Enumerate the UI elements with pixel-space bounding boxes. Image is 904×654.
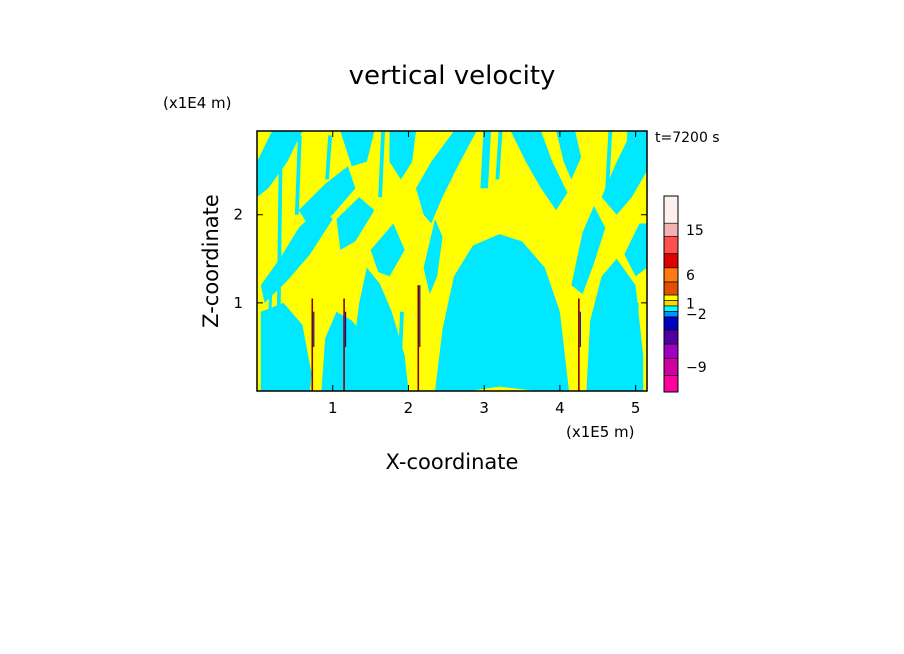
field-region xyxy=(423,219,443,295)
field-streak xyxy=(495,131,503,180)
chart-title: vertical velocity xyxy=(349,61,556,91)
colorbar-level xyxy=(663,357,679,376)
y-axis-label: Z-coordinate xyxy=(199,194,223,328)
field-streak xyxy=(266,294,273,374)
colorbar-level xyxy=(663,311,679,318)
field-region xyxy=(336,197,375,250)
colorbar-frame xyxy=(663,195,679,393)
colorbar xyxy=(663,195,679,393)
field-region xyxy=(340,131,375,167)
y-axis-ticks: 12 xyxy=(233,206,647,312)
colorbar-level xyxy=(663,305,679,312)
field-streak xyxy=(294,135,302,215)
field-streak xyxy=(624,131,632,180)
colorbar-tick-label: −2 xyxy=(686,307,707,323)
x-unit-label: (x1E5 m) xyxy=(566,423,635,441)
field-streak xyxy=(378,131,385,198)
colorbar-tick-label: 15 xyxy=(686,223,704,239)
field-region xyxy=(347,267,409,391)
field-region xyxy=(586,258,644,391)
field-region xyxy=(260,302,312,391)
time-label: t=7200 s xyxy=(655,130,720,146)
x-axis-label: X-coordinate xyxy=(386,450,519,474)
colorbar-tick-label: 1 xyxy=(686,296,695,312)
x-tick-label: 2 xyxy=(404,399,414,417)
x-tick-label: 3 xyxy=(479,399,489,417)
field-region xyxy=(624,223,647,277)
field-streak xyxy=(275,135,283,391)
y-tick-label: 1 xyxy=(233,294,243,312)
field-region xyxy=(416,131,477,224)
colorbar-tick-label: 6 xyxy=(686,268,695,284)
colorbar-level xyxy=(663,294,679,301)
field-region xyxy=(389,131,416,180)
colorbar-level xyxy=(663,300,679,307)
field-region xyxy=(298,166,356,228)
y-unit-label: (x1E4 m) xyxy=(163,94,232,112)
colorbar-level xyxy=(663,195,679,224)
colorbar-level xyxy=(663,281,679,296)
field-region xyxy=(435,234,569,391)
plot-frame xyxy=(256,130,648,392)
colorbar-labels: 15 6 1−2 −9 xyxy=(686,223,707,376)
field-streak xyxy=(480,131,491,189)
field-region xyxy=(370,223,405,277)
velocity-field xyxy=(257,131,647,391)
x-tick-label: 1 xyxy=(328,399,338,417)
field-streak xyxy=(605,131,613,189)
colorbar-level xyxy=(663,329,679,345)
x-axis-ticks: 1 2 3 4 5 xyxy=(328,131,640,417)
colorbar-level xyxy=(663,343,679,359)
colorbar-level xyxy=(663,375,679,393)
colorbar-level xyxy=(663,267,679,283)
field-streak xyxy=(631,302,639,374)
colorbar-level xyxy=(663,316,679,331)
y-tick-label: 2 xyxy=(233,206,243,224)
field-streak xyxy=(397,311,404,383)
colorbar-level xyxy=(663,253,679,269)
field-region xyxy=(556,131,582,180)
field-region xyxy=(510,131,568,211)
colorbar-level xyxy=(663,235,679,255)
field-region xyxy=(601,131,647,215)
field-streak xyxy=(325,135,332,180)
x-tick-label: 5 xyxy=(631,399,641,417)
colorbar-level xyxy=(663,222,679,237)
field-region xyxy=(571,205,606,295)
x-tick-label: 4 xyxy=(555,399,565,417)
colorbar-tick-label: −9 xyxy=(686,360,707,376)
